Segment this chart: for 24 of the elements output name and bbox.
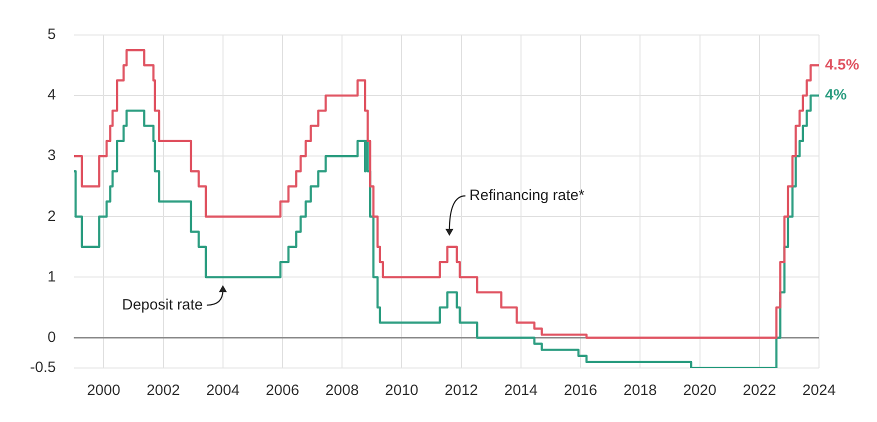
x-tick-label: 2006: [266, 382, 300, 400]
y-tick-label: 3: [48, 147, 56, 164]
x-tick-label: 2012: [444, 382, 478, 400]
y-tick-label: 1: [48, 268, 56, 286]
x-tick-label: 2020: [683, 382, 716, 400]
x-tick-label: 2000: [86, 382, 120, 400]
annotation: Deposit rate: [122, 296, 203, 314]
x-tick-label: 2008: [325, 382, 359, 400]
y-tick-label: -0.5: [30, 359, 56, 376]
y-tick-label: 5: [48, 26, 56, 44]
y-tick-label: 4: [48, 86, 56, 104]
annotation: Refinancing rate*: [469, 187, 585, 204]
x-tick-label: 2002: [146, 382, 180, 400]
x-tick-label: 2014: [504, 382, 538, 400]
x-tick-label: 2022: [742, 382, 776, 400]
x-tick-label: 2016: [564, 382, 598, 400]
x-tick-label: 2018: [623, 382, 657, 400]
x-tick-label: 2010: [385, 382, 418, 400]
annotation: 4.5%: [825, 56, 860, 74]
y-tick-label: 0: [48, 328, 56, 346]
annotation: 4%: [825, 86, 847, 104]
y-tick-label: 2: [48, 208, 56, 225]
x-tick-label: 2004: [206, 382, 240, 400]
x-tick-label: 2024: [802, 382, 836, 400]
